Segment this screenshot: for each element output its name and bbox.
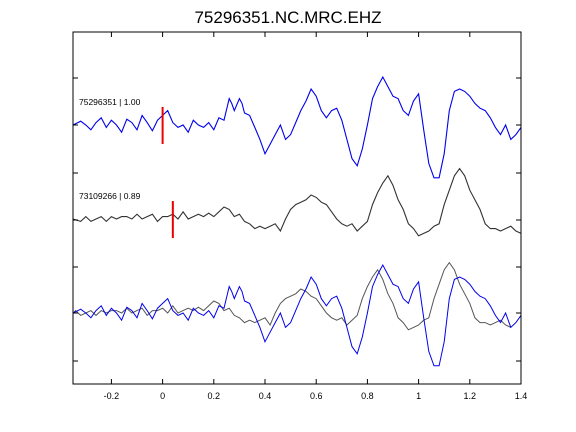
- chart-title: 75296351.NC.MRC.EHZ: [194, 8, 381, 27]
- x-tick-label: 0.8: [361, 391, 374, 401]
- x-tick-label: 1.4: [515, 391, 528, 401]
- trace-line-2: [73, 167, 521, 237]
- x-tick-label: -0.2: [104, 391, 120, 401]
- x-tick-label: 0.2: [208, 391, 221, 401]
- trace-label-1: 75296351 | 1.00: [79, 97, 141, 107]
- x-tick-label: 0: [160, 391, 165, 401]
- traces-layer: 75296351 | 1.00 73109266 | 0.89: [73, 75, 521, 367]
- plot-frame: [72, 31, 522, 385]
- x-tick-label: 0.4: [259, 391, 272, 401]
- x-tick-label: 0.6: [310, 391, 323, 401]
- x-tick-label: 1.2: [464, 391, 477, 401]
- x-tick-label: 1: [416, 391, 421, 401]
- traces-clip-group: [73, 75, 521, 367]
- overlay-line-2: [73, 261, 512, 331]
- axes-layer: -0.2 0 0.2 0.4 0.6 0.8 1 1.2 1.4: [72, 31, 528, 401]
- trace-label-2: 73109266 | 0.89: [79, 191, 141, 201]
- trace-line-1: [73, 75, 521, 179]
- overlay-line-1: [73, 263, 521, 367]
